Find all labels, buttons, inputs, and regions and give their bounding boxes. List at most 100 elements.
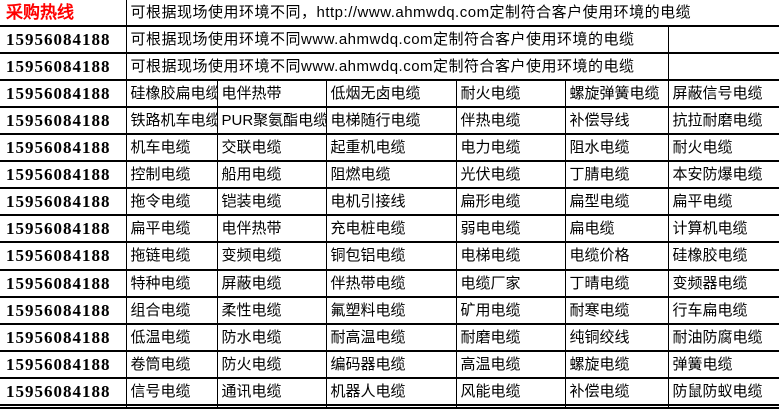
product-cell: 扁形电缆 (455, 187, 566, 217)
banner-text-row3: 可根据现场使用环境不同www.ahmwdq.com定制符合客户使用环境的电缆 (125, 51, 669, 81)
product-cell: 信号电缆 (125, 376, 218, 407)
product-cell: 阻燃电缆 (325, 160, 457, 190)
product-cell: 起重机电缆 (325, 133, 457, 163)
product-cell: 防鼠防蚁电缆 (667, 376, 779, 407)
product-row: 15956084188 拖链电缆 变频电缆 铜包铝电缆 电梯电缆 电缆价格 硅橡胶电缆 (0, 241, 779, 271)
hotline-phone: 15956084188 (0, 160, 127, 190)
banner-row: 15956084188 可根据现场使用环境不同www.ahmwdq.com定制符… (0, 51, 779, 81)
product-cell: 铜包铝电缆 (325, 241, 457, 271)
product-row: 15956084188 铁路机车电缆 PUR聚氨酯电缆 电梯随行电缆 伴热电缆 补偿导线抗… (0, 105, 779, 136)
hotline-phone: 15956084188 (0, 214, 127, 244)
product-cell: 耐高温电缆 (325, 322, 457, 352)
product-cell: 弹簧电缆 (667, 349, 779, 379)
product-cell: 光伏电缆 (455, 160, 566, 190)
product-cell: 变频器电缆 (667, 268, 779, 298)
product-row: 15956084188 组合电缆 柔性电缆 氟塑料电缆 矿用电缆 耐寒电缆 行车扁电缆 (0, 295, 779, 325)
empty-cell (325, 405, 457, 409)
product-cell: 船用电缆 (216, 160, 327, 190)
product-cell: 计算机电缆 (667, 214, 779, 244)
product-cell: 机车电缆 (125, 133, 218, 163)
banner-row: 15956084188 可根据现场使用环境不同www.ahmwdq.com定制符… (0, 24, 779, 54)
product-cell: 编码器电缆 (325, 349, 457, 379)
product-cell: 扁平电缆 (667, 187, 779, 217)
product-cell: 丁腈电缆 (564, 160, 669, 190)
product-cell: 电缆价格 (564, 241, 669, 271)
product-cell: 防火电缆 (216, 349, 327, 379)
product-cell: 低烟无卤电缆 (325, 79, 457, 108)
product-cell: 防水电缆 (216, 322, 327, 352)
product-cell: 控制电缆 (125, 160, 218, 190)
hotline-phone: 15956084188 (0, 376, 127, 407)
hotline-phone: 15956084188 (0, 105, 127, 136)
product-row: 15956084188 拖令电缆 铠装电缆 电机引接线 扁形电缆 扁型电缆 扁平电缆 (0, 187, 779, 217)
product-cell: 耐火电缆 (667, 133, 779, 163)
product-cell: 特种电缆 (125, 268, 218, 298)
product-cell: 铠装电缆 (216, 187, 327, 217)
product-cell: 电力电缆 (455, 133, 566, 163)
product-cell: 电机引接线 (325, 187, 457, 217)
product-cell: 机器人电缆 (325, 376, 457, 407)
empty-cell (125, 405, 218, 409)
product-cell: 扁电缆 (564, 214, 669, 244)
hotline-phone: 15956084188 (0, 241, 127, 271)
product-cell: 电缆厂家 (455, 268, 566, 298)
product-cell: 电梯随行电缆 (325, 105, 457, 136)
hotline-phone: 15956084188 (0, 349, 127, 379)
empty-cell (667, 24, 779, 54)
hotline-phone: 15956084188 (0, 51, 127, 81)
product-cell: PUR聚氨酯电缆 (216, 105, 327, 136)
product-cell: 耐寒电缆 (564, 295, 669, 325)
empty-cell (667, 405, 779, 409)
product-cell: 高温电缆 (455, 349, 566, 379)
product-cell: 氟塑料电缆 (325, 295, 457, 325)
product-cell: 补偿导线 (564, 105, 669, 136)
product-row: 15956084188 硅橡胶扁电缆 电伴热带 低烟无卤电缆 耐火电缆 螺旋弹簧电缆 屏蔽信… (0, 79, 779, 108)
product-cell: 抗拉耐磨电缆 (667, 105, 779, 136)
hotline-phone: 15956084188 (0, 322, 127, 352)
empty-cell (564, 405, 669, 409)
product-row: 15956084188 控制电缆 船用电缆 阻燃电缆 光伏电缆 丁腈电缆 本安防爆电缆 (0, 160, 779, 190)
header-row: 采购热线 可根据现场使用环境不同，http://www.ahmwdq.com定制… (0, 0, 779, 27)
empty-cell (216, 405, 327, 409)
hotline-phone: 15956084188 (0, 187, 127, 217)
product-cell: 耐火电缆 (455, 79, 566, 108)
product-cell: 伴热带电缆 (325, 268, 457, 298)
product-cell: 充电桩电缆 (325, 214, 457, 244)
product-cell: 纯铜绞线 (564, 322, 669, 352)
hotline-phone: 15956084188 (0, 268, 127, 298)
product-cell: 组合电缆 (125, 295, 218, 325)
product-cell: 矿用电缆 (455, 295, 566, 325)
product-cell: 屏蔽信号电缆 (667, 79, 779, 108)
product-rows-body: 15956084188 硅橡胶扁电缆 电伴热带 低烟无卤电缆 耐火电缆 螺旋弹簧电缆 屏蔽信… (0, 79, 779, 407)
product-cell: 螺旋弹簧电缆 (564, 79, 669, 108)
hotline-phone: 15956084188 (0, 295, 127, 325)
product-cell: 电梯电缆 (455, 241, 566, 271)
banner-text-row1: 可根据现场使用环境不同，http://www.ahmwdq.com定制符合客户使… (125, 0, 779, 27)
product-cell: 铁路机车电缆 (125, 105, 218, 136)
product-cell: 扁平电缆 (125, 214, 218, 244)
product-cell: 硅橡胶电缆 (667, 241, 779, 271)
product-cell: 行车扁电缆 (667, 295, 779, 325)
hotline-phone: 15956084188 (0, 79, 127, 108)
product-row: 15956084188 低温电缆 防水电缆 耐高温电缆 耐磨电缆 纯铜绞线 耐油防腐电缆 (0, 322, 779, 352)
hotline-phone: 15956084188 (0, 133, 127, 163)
product-row: 15956084188 信号电缆 通讯电缆 机器人电缆 风能电缆 补偿电缆 防鼠防蚁电缆 (0, 376, 779, 407)
product-cell: 丁晴电缆 (564, 268, 669, 298)
empty-cell (455, 405, 566, 409)
product-row: 15956084188 扁平电缆 电伴热带 充电桩电缆 弱电电缆 扁电缆 计算机电缆 (0, 214, 779, 244)
product-cell: 变频电缆 (216, 241, 327, 271)
product-cell: 补偿电缆 (564, 376, 669, 407)
product-cell: 通讯电缆 (216, 376, 327, 407)
product-cell: 电伴热带 (216, 214, 327, 244)
product-cell: 本安防爆电缆 (667, 160, 779, 190)
banner-text-row2: 可根据现场使用环境不同www.ahmwdq.com定制符合客户使用环境的电缆 (125, 24, 669, 54)
product-cell: 拖令电缆 (125, 187, 218, 217)
hotline-label: 采购热线 (0, 0, 127, 27)
product-cell: 柔性电缆 (216, 295, 327, 325)
product-cell: 硅橡胶扁电缆 (125, 79, 218, 108)
product-cell: 螺旋电缆 (564, 349, 669, 379)
product-cell: 屏蔽电缆 (216, 268, 327, 298)
hotline-phone: 15956084188 (0, 24, 127, 54)
empty-cell (667, 51, 779, 81)
